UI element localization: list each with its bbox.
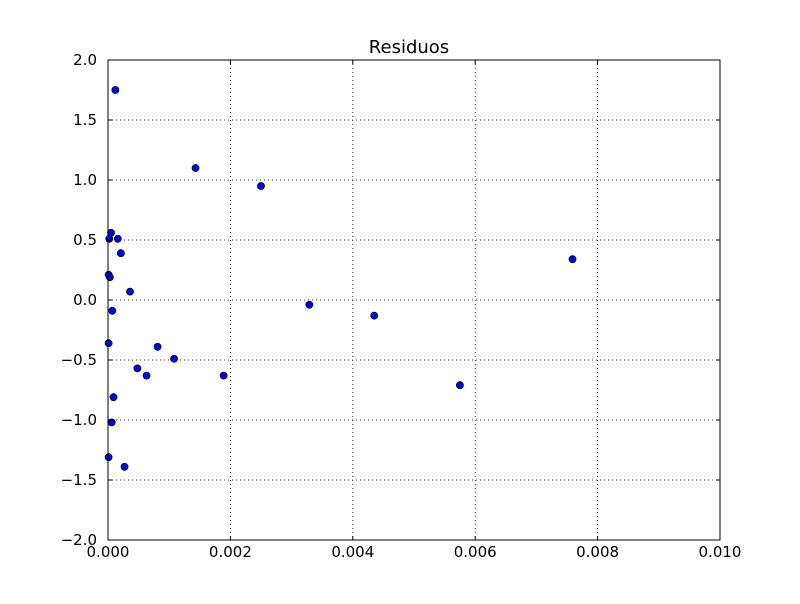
scatter-point xyxy=(305,300,314,309)
y-tick-label: 0.5 xyxy=(73,231,97,249)
y-tick-label: −1.0 xyxy=(61,411,97,429)
scatter-point xyxy=(370,311,379,320)
y-tick-label: 2.0 xyxy=(73,51,97,69)
y-tick-label: 1.0 xyxy=(73,171,97,189)
x-axis-tick-labels: 0.000 0.002 0.004 0.006 0.008 0.010 xyxy=(87,543,742,561)
scatter-point xyxy=(142,371,151,380)
y-tick-label: −2.0 xyxy=(61,531,97,549)
scatter-point xyxy=(170,354,178,363)
y-axis-tick-labels: −2.0 −1.5 −1.0 −0.5 0.0 0.5 1.0 1.5 2.0 xyxy=(61,51,97,549)
x-tick-label: 0.010 xyxy=(699,543,742,561)
x-tick-label: 0.002 xyxy=(209,543,252,561)
scatter-point xyxy=(191,164,200,172)
grid-lines xyxy=(107,59,721,541)
scatter-point xyxy=(153,342,162,351)
data-points xyxy=(104,86,577,471)
scatter-point xyxy=(109,393,118,402)
scatter-point xyxy=(133,364,142,373)
x-tick-label: 0.000 xyxy=(87,543,130,561)
scatter-point xyxy=(257,182,265,190)
scatter-point xyxy=(455,381,464,390)
scatter-point xyxy=(105,273,114,282)
scatter-point xyxy=(120,462,129,471)
x-tick-label: 0.006 xyxy=(454,543,497,561)
chart-title: Residuos xyxy=(369,37,449,58)
axis-ticks xyxy=(107,59,721,541)
scatter-point xyxy=(104,339,113,348)
scatter-point xyxy=(105,234,114,243)
y-tick-label: −0.5 xyxy=(61,351,97,369)
x-tick-label: 0.004 xyxy=(331,543,374,561)
scatter-point xyxy=(116,249,125,258)
scatter-point xyxy=(219,371,228,380)
scatter-point xyxy=(111,86,120,94)
scatter-point xyxy=(104,453,113,462)
y-tick-label: 1.5 xyxy=(73,111,97,129)
scatter-point xyxy=(568,255,577,264)
x-tick-label: 0.008 xyxy=(576,543,619,561)
scatter-point xyxy=(108,306,117,315)
scatter-point xyxy=(126,287,134,296)
scatter-point xyxy=(113,234,122,243)
y-tick-label: −1.5 xyxy=(61,471,97,489)
y-tick-label: 0.0 xyxy=(73,291,97,309)
